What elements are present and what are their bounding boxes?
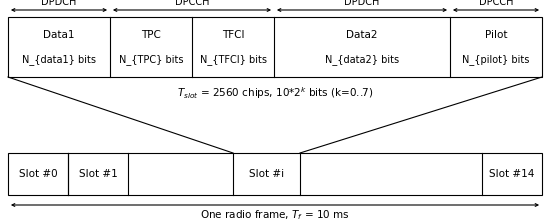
Text: One radio frame, $T_f$ = 10 ms: One radio frame, $T_f$ = 10 ms <box>200 208 350 222</box>
Bar <box>8 17 542 77</box>
Text: Slot #14: Slot #14 <box>490 169 535 179</box>
Text: Slot #1: Slot #1 <box>79 169 117 179</box>
Text: Data1: Data1 <box>43 30 75 40</box>
Text: N_{data1} bits: N_{data1} bits <box>22 54 96 65</box>
Text: $T_{slot}$ = 2560 chips, 10*2$^k$ bits (k=0..7): $T_{slot}$ = 2560 chips, 10*2$^k$ bits (… <box>177 85 373 101</box>
Text: DPCCH: DPCCH <box>175 0 209 7</box>
Text: Pilot: Pilot <box>485 30 507 40</box>
Text: DPDCH: DPDCH <box>344 0 380 7</box>
Text: N_{TFCI} bits: N_{TFCI} bits <box>200 54 267 65</box>
Text: Data2: Data2 <box>346 30 378 40</box>
Bar <box>8 153 542 195</box>
Text: N_{pilot} bits: N_{pilot} bits <box>463 54 530 65</box>
Text: Slot #0: Slot #0 <box>19 169 57 179</box>
Text: DPDCH: DPDCH <box>41 0 76 7</box>
Text: N_{data2} bits: N_{data2} bits <box>325 54 399 65</box>
Text: N_{TPC} bits: N_{TPC} bits <box>119 54 183 65</box>
Text: TFCI: TFCI <box>222 30 244 40</box>
Text: DPCCH: DPCCH <box>478 0 513 7</box>
Text: TPC: TPC <box>141 30 161 40</box>
Text: Slot #i: Slot #i <box>249 169 284 179</box>
